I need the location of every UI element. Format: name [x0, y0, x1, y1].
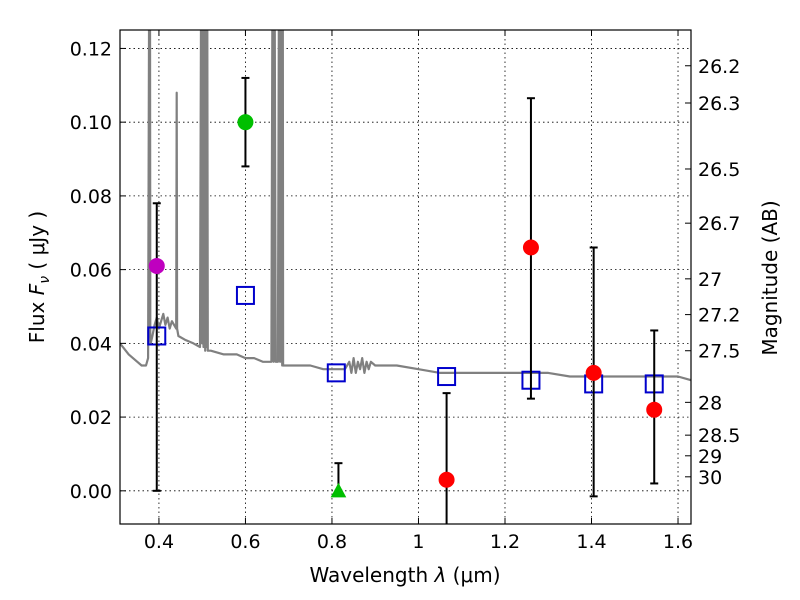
plot-area: [120, 30, 691, 524]
y-tick-label: 0.06: [70, 260, 112, 282]
data-point: [148, 257, 165, 274]
y2-tick-label: 26.3: [698, 93, 740, 115]
y2-tick-label: 26.7: [698, 213, 740, 235]
x-tick-label: 0.6: [230, 531, 260, 553]
y-tick-label: 0.02: [70, 407, 112, 429]
y2-tick-label: 26.2: [698, 56, 740, 78]
upper-limit-triangle: [330, 482, 347, 498]
y-tick-label: 0.12: [70, 38, 112, 60]
y-tick-label: 0.04: [70, 333, 112, 355]
axis-ticks: 0.4 0.6 0.8 1 1.2 1.4 1.6 0.00 0.02 0.04 0.06 0.08 0…: [70, 30, 740, 553]
grid-lines: [120, 30, 691, 524]
y-tick-label: 0.08: [70, 186, 112, 208]
y2-tick-label: 27.2: [698, 305, 740, 327]
model-photometry-square: [235, 285, 255, 305]
model-spectrum-line: [120, 30, 691, 382]
x-tick-label: 0.8: [317, 531, 347, 553]
y2-tick-label: 26.5: [698, 159, 740, 181]
y2-tick-label: 28.5: [698, 425, 740, 447]
y2-tick-label: 28: [698, 392, 722, 414]
data-point: [237, 114, 254, 131]
data-point: [522, 239, 539, 256]
y-tick-label: 0.00: [70, 481, 112, 503]
x-tick-label: 1: [412, 531, 424, 553]
x-tick-label: 1.6: [663, 531, 693, 553]
data-point: [585, 364, 602, 381]
x-axis-title: Wavelength λ (μm): [309, 563, 500, 587]
y2-tick-label: 27: [698, 269, 722, 291]
axes-frame: [119, 29, 692, 525]
data-point: [438, 471, 455, 488]
data-point: [646, 401, 663, 418]
x-tick-label: 1.2: [490, 531, 520, 553]
x-tick-label: 0.4: [144, 531, 174, 553]
x-tick-label: 1.4: [576, 531, 606, 553]
y-axis-title: Flux Fν ( μJy ): [25, 211, 53, 343]
model-photometry-square: [326, 363, 346, 383]
y2-tick-label: 27.5: [698, 341, 740, 363]
y2-axis-title: Magnitude (AB): [758, 200, 782, 355]
y-tick-label: 0.10: [70, 112, 112, 134]
model-photometry-square: [437, 367, 457, 387]
y2-tick-label: 30: [698, 467, 722, 489]
y2-tick-label: 29: [698, 446, 722, 468]
